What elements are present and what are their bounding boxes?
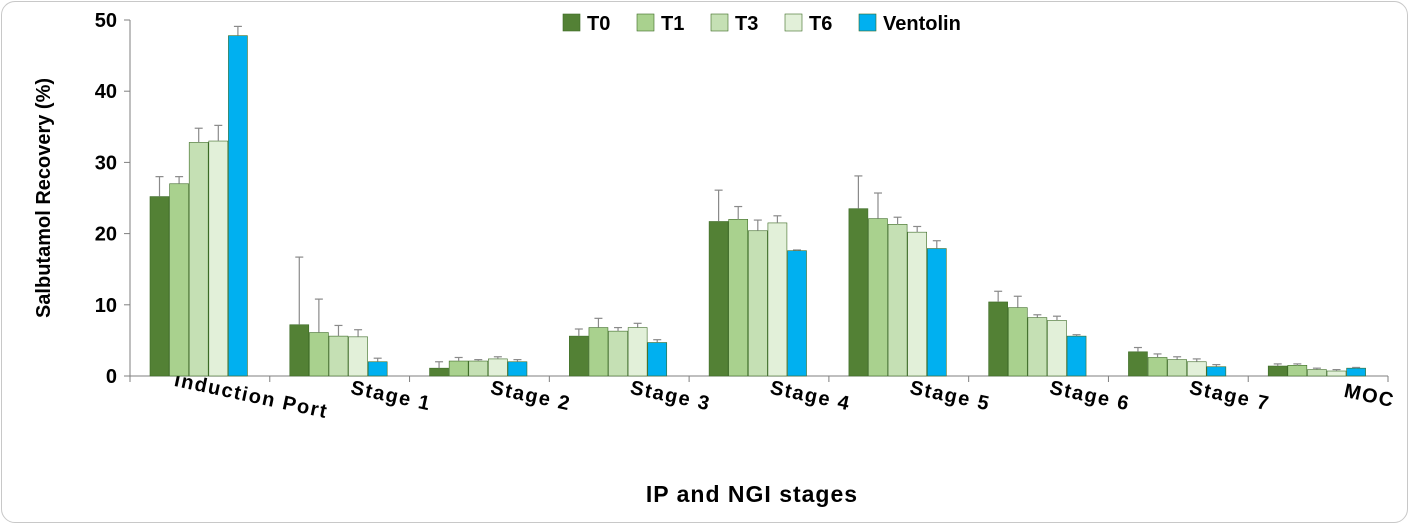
legend-label-t6: T6 (809, 13, 832, 35)
x-tick-label: MOC (1342, 380, 1397, 412)
x-tick-label: Stage 4 (768, 377, 852, 415)
bar-t1-8 (1287, 365, 1308, 377)
legend-swatch-ventolin (858, 13, 877, 32)
bar-t6-5 (907, 231, 927, 377)
x-tick-label: Induction Port (172, 369, 330, 423)
bar-ventolin-2 (507, 361, 528, 377)
bar-t3-1 (328, 335, 349, 377)
x-tick-label: Stage 5 (908, 377, 992, 415)
bar-t3-3 (608, 330, 628, 377)
bar-t1-0 (169, 183, 189, 377)
bar-ventolin-3 (647, 342, 668, 377)
y-axis-title: Salbutamol Recovery (%) (33, 78, 55, 318)
x-tick-label: Stage 6 (1048, 377, 1132, 415)
bar-t6-8 (1326, 370, 1347, 377)
bar-t1-2 (448, 360, 469, 377)
error-bars (155, 25, 1361, 372)
bar-t0-3 (569, 335, 589, 377)
x-tick-label: Stage 7 (1187, 377, 1271, 415)
bar-t1-4 (728, 219, 749, 377)
legend-label-t0: T0 (587, 13, 610, 35)
bar-t1-3 (588, 327, 609, 377)
bar-t3-2 (468, 360, 489, 377)
bar-t6-6 (1047, 320, 1067, 377)
bar-t6-4 (767, 222, 788, 377)
bar-t3-4 (748, 230, 768, 377)
bar-t6-0 (208, 140, 229, 377)
x-tick-label: Stage 2 (488, 377, 572, 415)
bar-t3-6 (1027, 317, 1048, 377)
legend-label-t3: T3 (735, 13, 758, 35)
bar-t3-8 (1307, 369, 1327, 377)
bar-t6-2 (488, 358, 508, 377)
x-tick-label: Stage 1 (349, 377, 433, 415)
bar-t3-7 (1167, 359, 1187, 377)
bar-t0-4 (708, 221, 729, 377)
bar-t1-7 (1147, 357, 1168, 377)
legend-label-ventolin: Ventolin (883, 13, 961, 35)
bar-ventolin-8 (1346, 367, 1366, 377)
legend-swatch-t3 (710, 13, 729, 32)
bar-t0-2 (429, 367, 449, 377)
bar-ventolin-0 (228, 35, 248, 377)
bar-t0-5 (848, 208, 869, 377)
legend-swatch-t6 (784, 13, 803, 32)
y-tick-label: 30 (95, 152, 117, 174)
legend-swatch-t1 (636, 13, 655, 32)
bar-t0-7 (1128, 351, 1148, 377)
legend: T0 T1 T3 T6 Ventolin (562, 13, 961, 35)
bar-t6-3 (627, 327, 648, 377)
bar-t1-5 (868, 218, 888, 377)
legend-swatch-t0 (562, 13, 581, 32)
bar-t6-7 (1186, 361, 1207, 377)
bar-t1-6 (1007, 307, 1028, 377)
bar-t0-0 (149, 196, 170, 377)
bar-t3-5 (887, 224, 908, 377)
bar-t0-8 (1267, 365, 1288, 377)
y-tick-label: 0 (106, 366, 117, 388)
bar-t3-0 (188, 142, 209, 377)
y-tick-label: 40 (95, 81, 117, 103)
y-tick-label: 10 (95, 295, 117, 317)
bar-ventolin-6 (1066, 335, 1087, 377)
bars (149, 35, 1366, 377)
bar-ventolin-1 (367, 361, 388, 377)
bar-t6-1 (348, 336, 368, 377)
bar-ventolin-5 (926, 248, 947, 377)
x-axis-title: IP and NGI stages (646, 481, 858, 507)
y-tick-label: 20 (95, 224, 117, 246)
bar-ventolin-7 (1206, 366, 1227, 377)
bar-t0-1 (289, 324, 310, 377)
legend-label-t1: T1 (661, 13, 684, 35)
bar-t1-1 (309, 332, 329, 377)
bar-ventolin-4 (787, 250, 807, 377)
y-tick-label: 50 (95, 10, 117, 32)
bar-t0-6 (988, 301, 1008, 377)
x-tick-label: Stage 3 (628, 377, 712, 415)
